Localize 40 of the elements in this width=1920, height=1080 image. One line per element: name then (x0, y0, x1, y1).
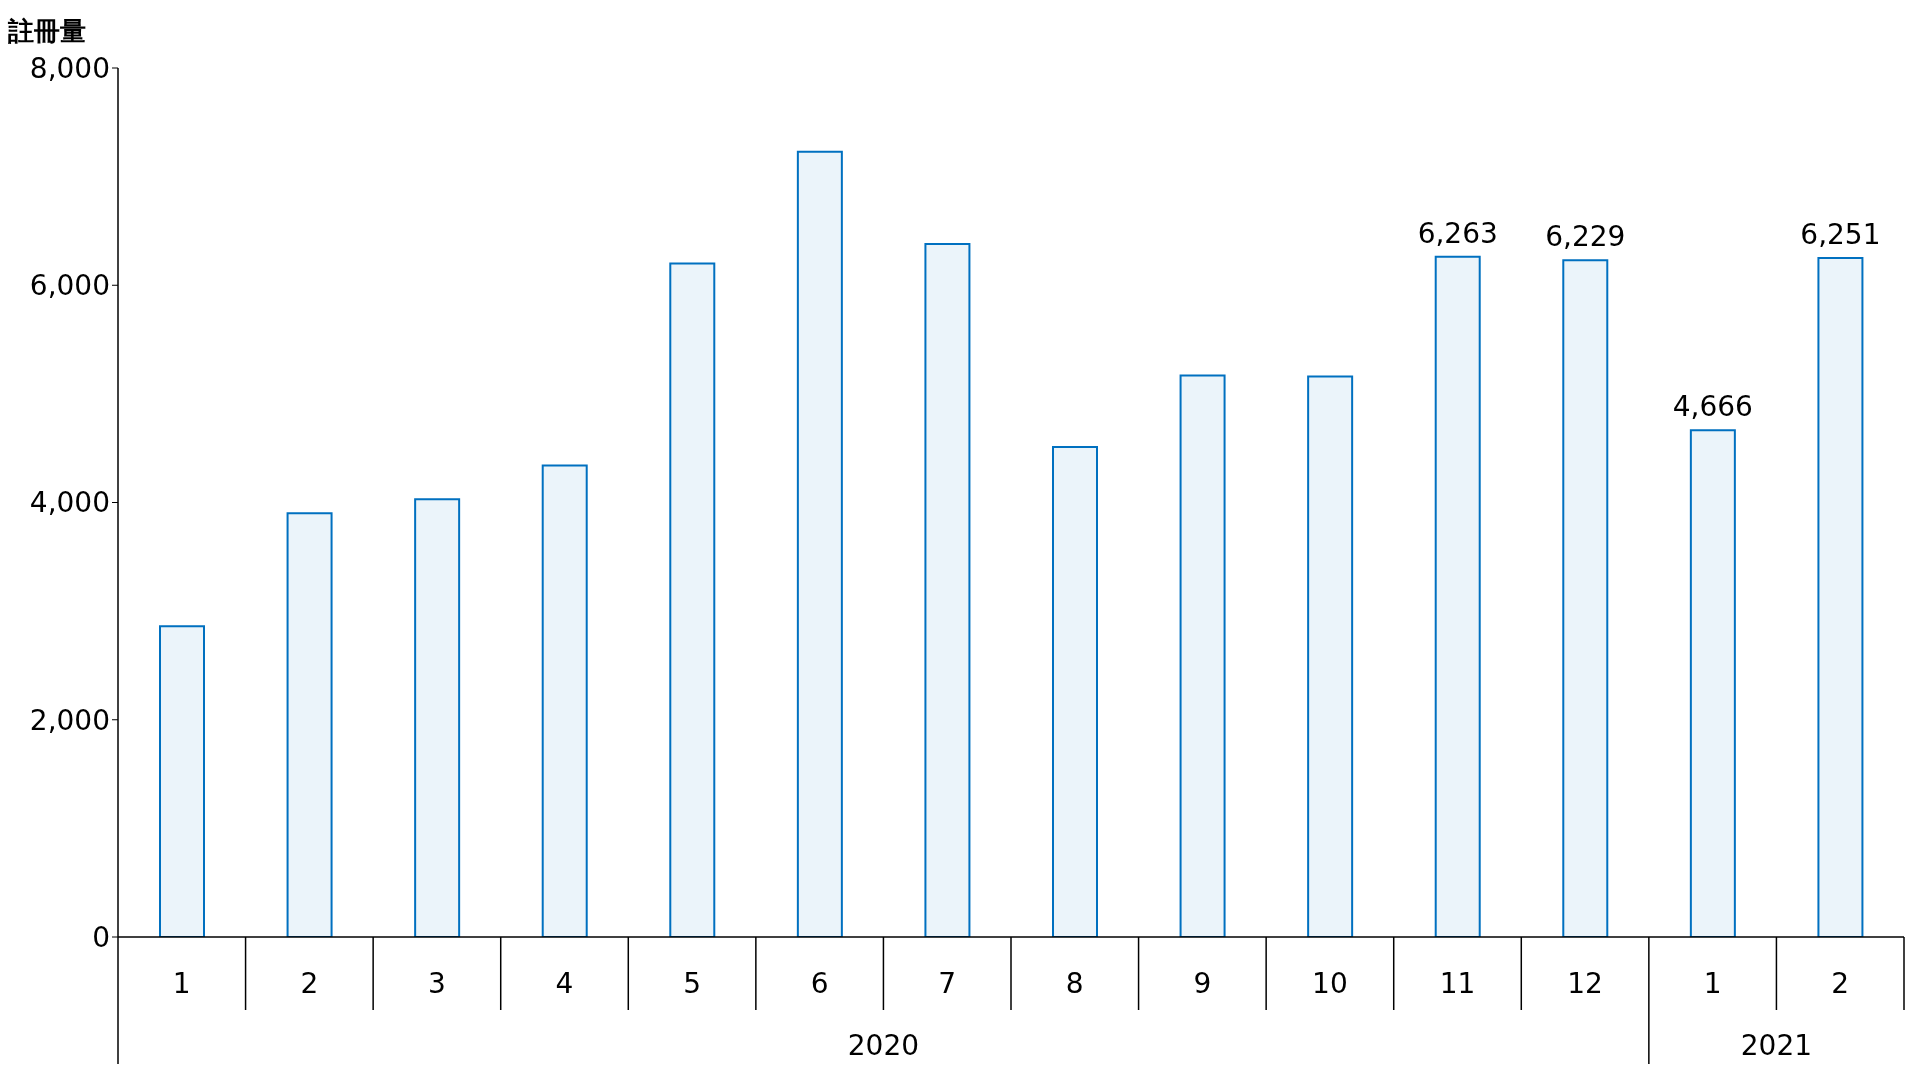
x-tick-label: 3 (428, 967, 446, 1000)
bar (924, 242, 971, 937)
x-tick-label: 6 (810, 967, 829, 1000)
x-tick-label: 1 (1703, 967, 1722, 1000)
bar (1434, 255, 1481, 937)
data-label: 4,666 (1672, 390, 1753, 424)
bar (796, 150, 843, 937)
data-label: 6,251 (1800, 217, 1881, 251)
bar (159, 625, 205, 937)
bar (286, 512, 333, 937)
y-tick-label: 6,000 (29, 269, 110, 303)
y-tick-label: 8,000 (29, 51, 110, 85)
x-tick-label: 5 (683, 967, 701, 1000)
x-tick-label: 8 (1065, 967, 1084, 1000)
bar (669, 262, 716, 937)
x-tick-label: 4 (555, 967, 574, 1000)
bar (1817, 256, 1864, 937)
x-tick-label: 1 (172, 967, 191, 1000)
bar (541, 464, 588, 937)
x-tick-label: 2 (300, 967, 319, 1000)
x-tick-label: 12 (1567, 967, 1603, 1000)
x-tick-label: 7 (938, 967, 957, 1000)
bar (1052, 446, 1098, 937)
data-label: 6,263 (1417, 216, 1498, 250)
y-tick-label: 4,000 (29, 486, 110, 520)
data-label: 6,229 (1545, 220, 1626, 254)
y-axis-title: 註冊量 (8, 15, 86, 48)
bar (414, 498, 461, 937)
bar (1562, 259, 1609, 937)
y-tick-label: 0 (92, 920, 110, 954)
text: 2020 (847, 1029, 920, 1062)
x-tick-label: 10 (1312, 967, 1348, 1000)
bar (1689, 429, 1736, 937)
bar (1307, 375, 1354, 937)
x-tick-label: 11 (1439, 967, 1476, 1000)
text: 2021 (1740, 1029, 1813, 1062)
bar (1179, 374, 1226, 937)
x-tick-label: 9 (1193, 967, 1212, 1000)
x-tick-label: 2 (1831, 967, 1850, 1000)
y-tick-label: 2,000 (29, 703, 110, 737)
